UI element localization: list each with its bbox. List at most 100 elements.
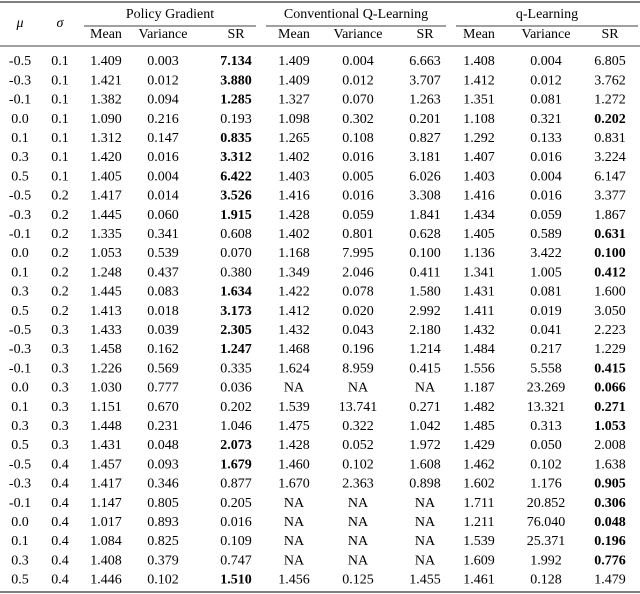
cell: 0.216: [147, 112, 179, 127]
cell: 0.898: [409, 477, 441, 492]
cell: 0.2: [51, 189, 69, 204]
cell: 0.747: [220, 553, 252, 568]
cell: 1.484: [463, 342, 495, 357]
cell: 1.211: [464, 515, 495, 530]
cell: 8.959: [342, 361, 374, 376]
cell: 76.040: [527, 515, 566, 530]
cell: 3.762: [594, 73, 626, 88]
cell: 0.052: [342, 438, 374, 453]
cell: 23.269: [527, 381, 566, 396]
cell: 1.403: [278, 169, 310, 184]
cell: 1.084: [90, 534, 122, 549]
cell: 1.624: [278, 361, 310, 376]
cell: 1.431: [90, 438, 122, 453]
sub-header: SR: [227, 27, 245, 42]
cell: 0.012: [530, 73, 562, 88]
cell: 0.5: [11, 438, 29, 453]
cell: 0.078: [342, 285, 374, 300]
cell: 0.827: [409, 131, 441, 146]
cell: 0.3: [51, 438, 69, 453]
cell: 1.151: [90, 400, 122, 415]
cell: 0.016: [342, 150, 374, 165]
cell: 0.004: [147, 169, 179, 184]
cell: 1.468: [278, 342, 310, 357]
cell: NA: [348, 381, 369, 396]
cell: 1.608: [409, 457, 441, 472]
cell: 1.042: [409, 419, 441, 434]
cell: 1.992: [530, 553, 562, 568]
cell: 0.379: [147, 553, 179, 568]
cell: 0.048: [594, 515, 626, 530]
cell: 0.048: [147, 438, 179, 453]
cell: 0.380: [220, 265, 252, 280]
cell: 1.841: [409, 208, 441, 223]
cell: 1.312: [90, 131, 122, 146]
cell: 1.017: [90, 515, 122, 530]
header-sigma: σ: [57, 16, 65, 31]
sub-header: Mean: [90, 27, 122, 42]
cell: 0.100: [594, 246, 626, 261]
cell: 1.053: [594, 419, 626, 434]
cell: 0.4: [51, 515, 69, 530]
cell: 0.020: [342, 304, 374, 319]
cell: 0.825: [147, 534, 179, 549]
cell: 3.377: [594, 189, 626, 204]
cell: 5.558: [530, 361, 562, 376]
group-header: Conventional Q-Learning: [284, 7, 428, 22]
cell: 2.046: [342, 265, 374, 280]
cell: 0.196: [342, 342, 374, 357]
cell: 0.3: [51, 342, 69, 357]
cell: 0.1: [51, 112, 69, 127]
cell: 1.432: [278, 323, 310, 338]
cell: 0.415: [409, 361, 441, 376]
cell: 0.217: [530, 342, 562, 357]
cell: 3.880: [220, 73, 252, 88]
cell: -0.1: [9, 361, 31, 376]
cell: 0.569: [147, 361, 179, 376]
cell: 1.411: [464, 304, 495, 319]
cell: 0.2: [51, 265, 69, 280]
cell: NA: [415, 534, 436, 549]
cell: 1.403: [463, 169, 495, 184]
cell: -0.3: [9, 208, 31, 223]
cell: 0.271: [409, 400, 441, 415]
cell: 0.313: [530, 419, 562, 434]
cell: 1.679: [220, 457, 252, 472]
cell: 0.346: [147, 477, 179, 492]
cell: 1.638: [594, 457, 626, 472]
cell: 0.1: [51, 54, 69, 69]
cell: -0.5: [9, 54, 31, 69]
cell: 0.108: [342, 131, 374, 146]
cell: 1.428: [278, 208, 310, 223]
cell: 1.416: [463, 189, 495, 204]
cell: 1.867: [594, 208, 626, 223]
cell: 1.248: [90, 265, 122, 280]
cell: 0.019: [530, 304, 562, 319]
cell: 0.004: [530, 54, 562, 69]
cell: 2.992: [409, 304, 441, 319]
cell: 7.995: [342, 246, 374, 261]
cell: 3.707: [409, 73, 441, 88]
cell: 0.102: [342, 457, 374, 472]
cell: 6.663: [409, 54, 441, 69]
cell: 0.805: [147, 496, 179, 511]
cell: 1.455: [409, 573, 441, 588]
cell: 0.0: [11, 381, 29, 396]
cell: NA: [415, 496, 436, 511]
cell: 0.3: [11, 419, 29, 434]
cell: 0.415: [594, 361, 626, 376]
cell: 0.003: [147, 54, 179, 69]
cell: 1.272: [594, 93, 626, 108]
cell: 1.458: [90, 342, 122, 357]
cell: 0.0: [11, 112, 29, 127]
sub-header: Mean: [278, 27, 310, 42]
cell: 0.081: [530, 93, 562, 108]
sub-header: Variance: [139, 27, 188, 42]
cell: 0.050: [530, 438, 562, 453]
cell: 0.109: [220, 534, 252, 549]
sub-header: Variance: [334, 27, 383, 42]
cell: 0.0: [11, 515, 29, 530]
cell: 0.012: [342, 73, 374, 88]
cell: 0.016: [530, 150, 562, 165]
cell: 0.321: [530, 112, 562, 127]
